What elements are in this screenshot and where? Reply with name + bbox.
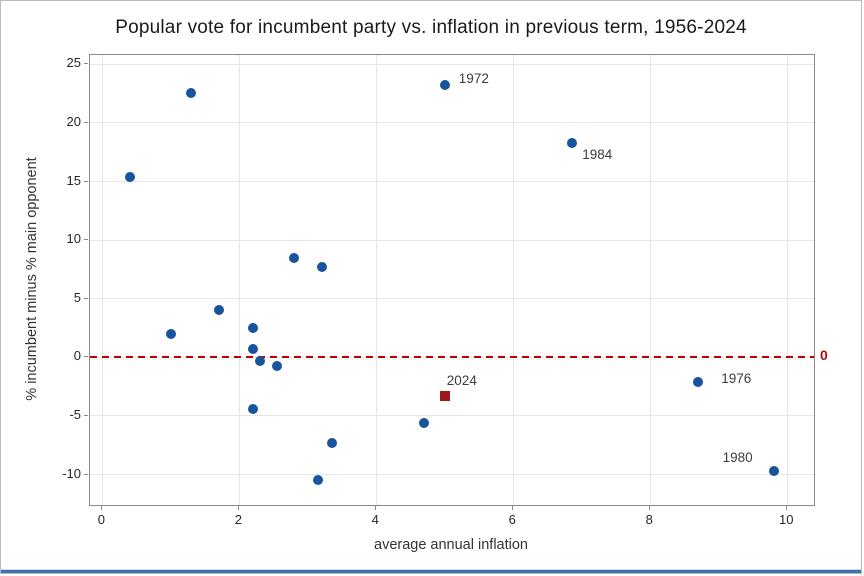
y-tick-mark bbox=[84, 414, 88, 416]
plot-area: 1972 1984 1976 1980 2024 bbox=[89, 54, 815, 506]
gridline bbox=[101, 55, 103, 505]
chart-title: Popular vote for incumbent party vs. inf… bbox=[115, 17, 747, 38]
data-point bbox=[248, 344, 259, 355]
y-tick-label: 0 bbox=[73, 348, 81, 364]
data-point bbox=[165, 328, 176, 339]
gridline bbox=[786, 55, 788, 505]
y-tick-mark bbox=[84, 121, 88, 123]
y-tick-mark bbox=[84, 63, 88, 65]
gridline bbox=[90, 298, 814, 300]
gridline bbox=[238, 55, 240, 505]
x-tick-label: 6 bbox=[508, 512, 516, 527]
gridline bbox=[90, 63, 814, 65]
gridline bbox=[90, 474, 814, 476]
point-label-1984: 1984 bbox=[582, 146, 613, 162]
y-tick-label: 5 bbox=[73, 289, 81, 305]
y-tick-mark bbox=[84, 239, 88, 241]
x-tick-label: 8 bbox=[645, 512, 653, 527]
data-point bbox=[248, 403, 259, 414]
data-point-highlight bbox=[439, 391, 450, 402]
data-point bbox=[316, 262, 327, 273]
x-tick-label: 4 bbox=[371, 512, 379, 527]
data-point bbox=[248, 323, 259, 334]
data-point bbox=[313, 475, 324, 486]
y-axis-label: % incumbent minus % main opponent bbox=[24, 157, 40, 401]
y-tick-label: 25 bbox=[66, 55, 81, 71]
bottom-edge-line bbox=[1, 569, 861, 570]
x-tick-mark bbox=[512, 506, 514, 510]
gridline bbox=[90, 415, 814, 417]
y-tick-mark bbox=[84, 473, 88, 475]
data-point bbox=[289, 252, 300, 263]
y-tick-mark bbox=[84, 297, 88, 299]
data-point bbox=[439, 80, 450, 91]
point-label-1976: 1976 bbox=[721, 370, 752, 386]
point-label-1972: 1972 bbox=[458, 71, 489, 87]
y-tick-label: 10 bbox=[66, 231, 81, 247]
y-tick-label: -10 bbox=[62, 465, 81, 481]
x-axis-label: average annual inflation bbox=[374, 537, 528, 553]
x-tick-mark bbox=[101, 506, 103, 510]
x-tick-label: 2 bbox=[234, 512, 242, 527]
data-point bbox=[326, 437, 337, 448]
data-point bbox=[124, 171, 135, 182]
gridline bbox=[649, 55, 651, 505]
x-tick-mark bbox=[649, 506, 651, 510]
data-point bbox=[567, 137, 578, 148]
gridline bbox=[375, 55, 377, 505]
x-tick-mark bbox=[375, 506, 377, 510]
x-tick-mark bbox=[786, 506, 788, 510]
data-point bbox=[768, 466, 779, 477]
data-point bbox=[693, 376, 704, 387]
y-tick-label: -5 bbox=[69, 406, 81, 422]
bottom-accent-bar bbox=[1, 570, 861, 573]
zero-reference-line bbox=[90, 356, 814, 359]
point-label-2024: 2024 bbox=[446, 373, 477, 389]
x-tick-label: 0 bbox=[97, 512, 105, 527]
gridline bbox=[512, 55, 514, 505]
data-point bbox=[271, 361, 282, 372]
y-tick-label: 20 bbox=[66, 113, 81, 129]
gridline bbox=[90, 181, 814, 183]
gridline bbox=[90, 239, 814, 241]
data-point bbox=[254, 355, 265, 366]
y-tick-label: 15 bbox=[66, 172, 81, 188]
data-point bbox=[213, 305, 224, 316]
data-point bbox=[186, 87, 197, 98]
y-tick-mark bbox=[84, 180, 88, 182]
x-tick-mark bbox=[238, 506, 240, 510]
zero-reference-label: 0 bbox=[820, 347, 828, 364]
x-tick-label: 10 bbox=[779, 512, 794, 527]
point-label-1980: 1980 bbox=[722, 450, 753, 466]
gridline bbox=[90, 122, 814, 124]
data-point bbox=[419, 417, 430, 428]
y-tick-mark bbox=[84, 356, 88, 358]
